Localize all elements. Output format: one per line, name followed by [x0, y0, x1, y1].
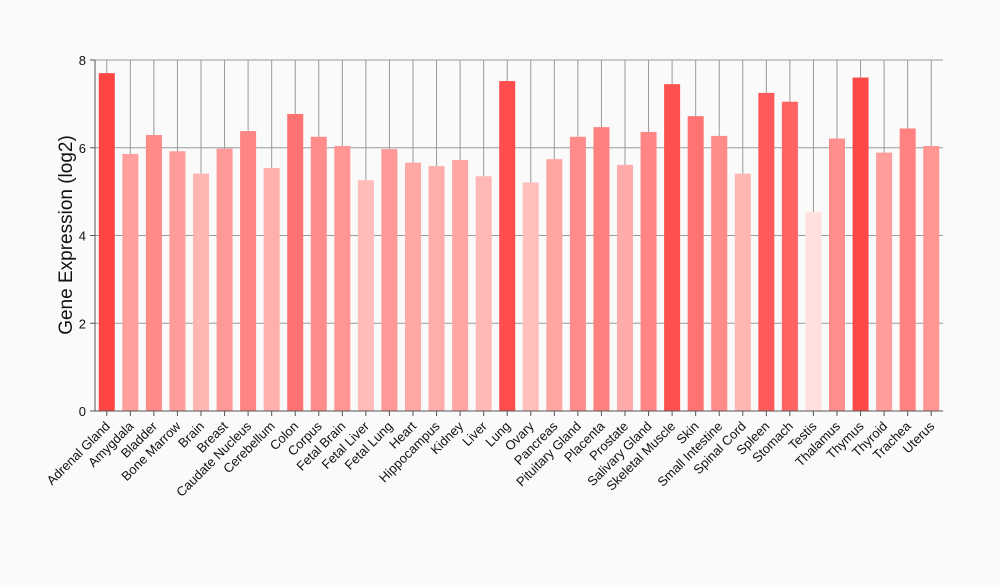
bar-spinal-cord [734, 173, 751, 411]
y-axis-label: Gene Expression (log2) [56, 135, 77, 335]
bar-salivary-gland [640, 131, 657, 411]
bar-fetal-brain [334, 145, 351, 411]
bar-thymus [852, 77, 869, 412]
x-tick-label: Liver [459, 418, 490, 449]
y-ticks: 0 2 4 6 8 [79, 53, 95, 419]
bar-cerebellum [263, 167, 280, 411]
bar-skeletal-muscle [664, 84, 681, 411]
bar-stomach [781, 101, 798, 412]
bar-pancreas [546, 159, 563, 411]
bar-amygdala [122, 153, 139, 411]
bar-kidney [452, 160, 469, 411]
bars [98, 73, 940, 412]
bar-bone-marrow [169, 151, 186, 411]
y-tick-label: 6 [79, 141, 86, 156]
bar-thyroid [876, 152, 893, 412]
bar-brain [192, 173, 210, 411]
bar-colon [287, 113, 304, 411]
bar-liver [475, 176, 492, 411]
bar-spleen [758, 92, 775, 411]
bar-uterus [923, 145, 940, 411]
bar-fetal-liver [357, 180, 374, 411]
bar-heart [404, 162, 422, 411]
bar-pituitary-gland [569, 136, 586, 411]
y-tick-label: 8 [79, 53, 86, 68]
y-tick-label: 2 [79, 316, 86, 331]
bar-prostate [616, 164, 634, 411]
bar-skin [687, 116, 704, 411]
bar-placenta [593, 127, 610, 411]
bar-testis [805, 211, 822, 411]
bar-fetal-lung [381, 149, 398, 411]
bar-bladder [145, 135, 162, 411]
bar-breast [216, 148, 233, 411]
y-tick-label: 4 [79, 229, 86, 244]
bar-corpus [310, 136, 327, 411]
bar-adrenal-gland [98, 73, 115, 411]
bar-thalamus [828, 138, 846, 411]
bar-trachea [899, 128, 916, 411]
bar-small-intestine [711, 135, 728, 411]
bar-caudate-nucleus [240, 131, 257, 411]
y-tick-label: 0 [79, 404, 86, 419]
bar-ovary [522, 182, 539, 411]
bar-hippocampus [428, 166, 445, 411]
bar-lung [499, 81, 516, 411]
